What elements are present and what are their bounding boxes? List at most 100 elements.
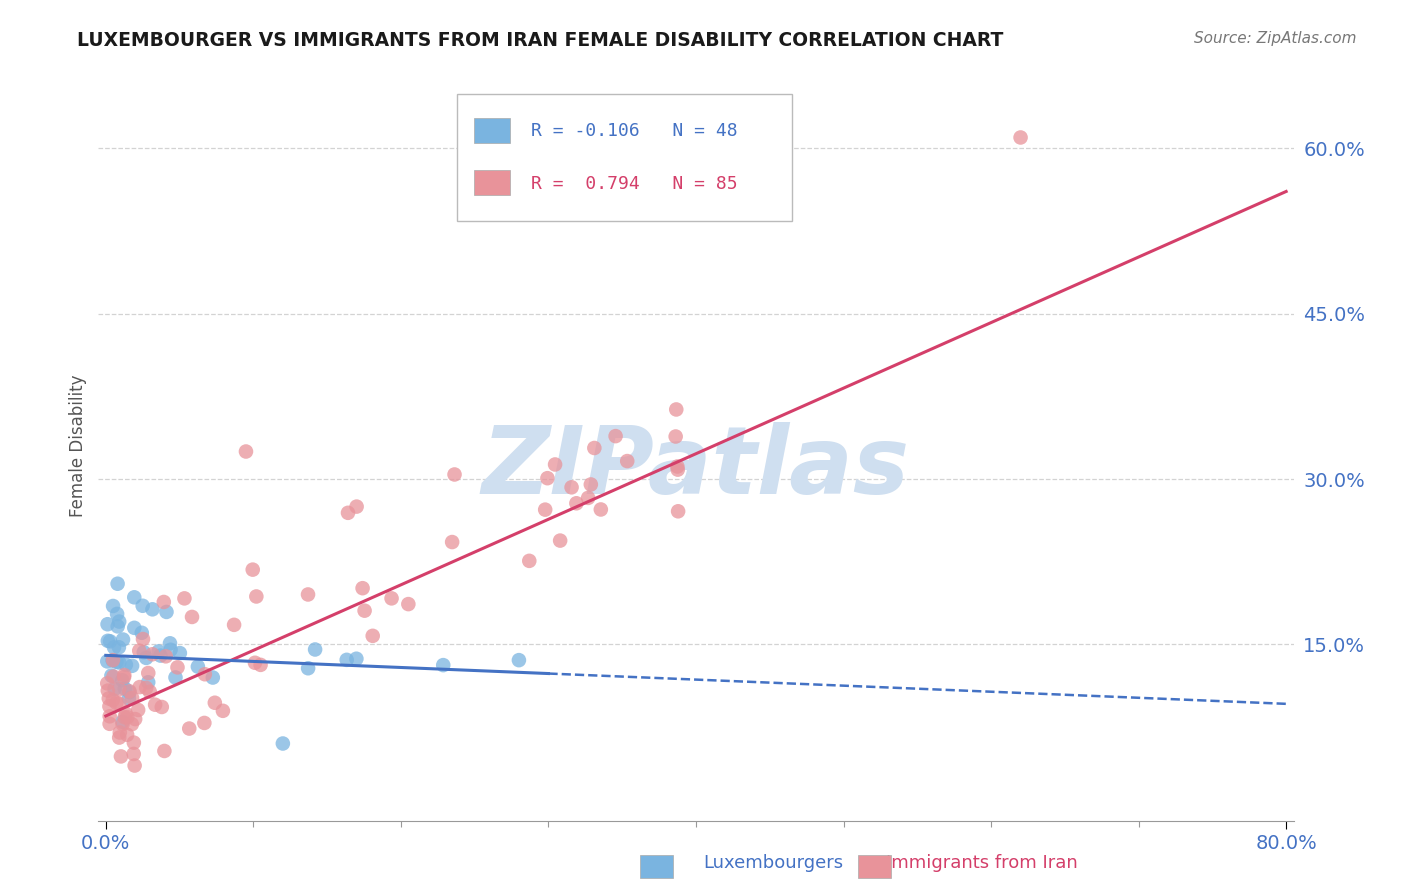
Point (115, 706, 138, 721)
Point (243, 656, 266, 670)
Point (666, 462, 689, 476)
Point (108, 656, 131, 670)
Point (98, 709, 121, 723)
Point (380, 591, 402, 606)
Point (98, 716, 121, 731)
Point (136, 666, 159, 681)
Point (127, 703, 149, 717)
Point (143, 698, 166, 712)
Point (128, 680, 150, 694)
Point (148, 644, 170, 658)
Point (115, 728, 138, 742)
Point (136, 675, 159, 690)
Point (155, 649, 177, 664)
Point (118, 684, 141, 698)
Point (432, 658, 454, 673)
Point (98, 699, 121, 714)
Point (155, 605, 177, 619)
Point (105, 655, 128, 669)
Point (141, 647, 163, 661)
Point (666, 459, 689, 474)
Point (352, 581, 374, 595)
Point (135, 651, 157, 665)
Point (396, 597, 419, 611)
Point (128, 643, 150, 657)
Point (441, 535, 464, 549)
Text: R = -0.106   N = 48: R = -0.106 N = 48 (531, 122, 738, 140)
Text: Source: ZipAtlas.com: Source: ZipAtlas.com (1194, 31, 1357, 46)
Point (153, 595, 176, 609)
Point (117, 710, 139, 724)
Point (169, 646, 191, 660)
Text: ZIPatlas: ZIPatlas (482, 423, 910, 515)
Point (108, 697, 131, 711)
Point (337, 506, 360, 520)
Point (508, 653, 530, 667)
Point (166, 660, 188, 674)
Point (165, 670, 187, 684)
Point (112, 670, 135, 684)
Point (583, 441, 606, 455)
Point (121, 717, 143, 731)
Point (115, 657, 138, 672)
Point (103, 640, 125, 655)
Point (107, 576, 129, 591)
Point (666, 504, 689, 518)
FancyBboxPatch shape (457, 94, 792, 221)
Point (97, 691, 120, 706)
Point (536, 471, 558, 485)
Point (665, 429, 688, 443)
Point (141, 602, 163, 616)
Point (193, 715, 215, 730)
Point (149, 648, 172, 663)
Point (204, 696, 226, 710)
Point (517, 554, 540, 568)
Point (534, 502, 557, 516)
Text: Luxembourgers: Luxembourgers (703, 855, 844, 872)
Point (97, 617, 120, 632)
Point (101, 653, 124, 667)
Point (111, 714, 134, 729)
Point (579, 477, 602, 491)
Point (103, 669, 125, 683)
Point (344, 651, 367, 665)
Point (132, 632, 155, 646)
Point (173, 591, 195, 606)
Point (101, 693, 124, 707)
Point (96, 654, 118, 668)
Point (111, 632, 134, 647)
Point (576, 491, 599, 505)
Point (105, 696, 128, 710)
Point (665, 402, 688, 417)
Point (589, 502, 612, 516)
Point (443, 467, 465, 482)
Point (112, 668, 135, 682)
Point (304, 642, 326, 657)
Point (105, 607, 128, 621)
Point (108, 615, 131, 629)
Point (297, 587, 319, 601)
Point (122, 736, 145, 750)
Point (194, 667, 217, 681)
Point (101, 653, 124, 667)
Point (361, 629, 384, 643)
Point (118, 691, 141, 706)
Point (131, 625, 153, 640)
Y-axis label: Female Disability: Female Disability (69, 375, 87, 517)
Point (97, 683, 120, 698)
Point (101, 599, 124, 613)
FancyBboxPatch shape (474, 118, 509, 143)
Point (179, 722, 201, 736)
Point (98, 634, 121, 648)
Point (544, 458, 567, 472)
Point (181, 610, 204, 624)
Point (187, 659, 209, 673)
Point (271, 737, 294, 751)
Point (108, 731, 131, 745)
Point (121, 658, 143, 673)
Point (107, 619, 129, 633)
Point (159, 636, 181, 650)
Point (108, 640, 131, 655)
Text: Immigrants from Iran: Immigrants from Iran (886, 855, 1077, 872)
Text: LUXEMBOURGER VS IMMIGRANTS FROM IRAN FEMALE DISABILITY CORRELATION CHART: LUXEMBOURGER VS IMMIGRANTS FROM IRAN FEM… (77, 31, 1004, 50)
